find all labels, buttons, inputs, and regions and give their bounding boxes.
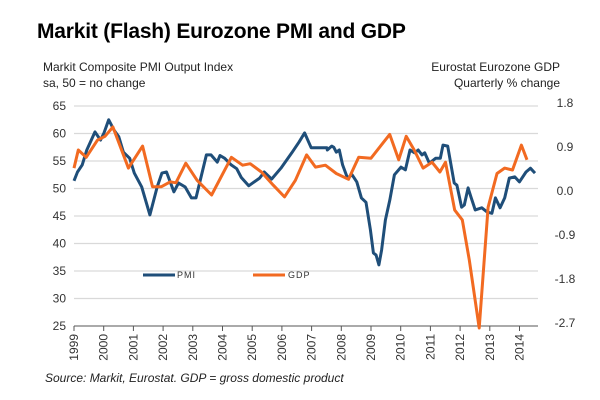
legend: PMI GDP bbox=[143, 270, 311, 280]
x-tick-label: 2002 bbox=[156, 334, 170, 361]
right-y-axis: 1.8 0.9 0.0 -0.9 -1.8 -2.7 bbox=[555, 96, 576, 330]
source-note: Source: Markit, Eurostat. GDP = gross do… bbox=[45, 371, 344, 385]
y2-tick-label: 0.0 bbox=[557, 184, 574, 198]
x-tick-label: 2013 bbox=[483, 334, 497, 361]
left-y-axis: 65 60 55 50 45 40 35 30 25 bbox=[53, 99, 67, 333]
x-tick-label: 2004 bbox=[216, 334, 230, 361]
y-tick-label: 65 bbox=[53, 99, 67, 113]
right-axis-title: Eurostat Eurozone GDP Quarterly % change bbox=[431, 59, 560, 91]
x-tick-label: 2011 bbox=[423, 334, 437, 360]
x-tick-label: 2005 bbox=[245, 334, 259, 361]
y-tick-label: 50 bbox=[53, 182, 67, 196]
left-axis-title: Markit Composite PMI Output Index sa, 50… bbox=[43, 59, 233, 91]
legend-pmi-label: PMI bbox=[177, 270, 196, 280]
x-tick-label: 2001 bbox=[126, 334, 140, 361]
x-tick-label: 2003 bbox=[186, 334, 200, 361]
y2-tick-label: 1.8 bbox=[557, 96, 574, 110]
y-tick-label: 55 bbox=[53, 154, 67, 168]
x-tick-label: 2008 bbox=[334, 334, 348, 361]
x-axis: 1999 2000 2001 2002 2003 2004 2005 2006 2007 2008… bbox=[67, 325, 538, 361]
y2-tick-label: 0.9 bbox=[557, 140, 574, 154]
x-tick-label: 2000 bbox=[97, 334, 111, 361]
series-line-pmi bbox=[72, 118, 537, 267]
chart-title: Markit (Flash) Eurozone PMI and GDP bbox=[37, 20, 406, 43]
y-tick-label: 45 bbox=[53, 209, 67, 223]
x-tick-label: 2010 bbox=[394, 334, 408, 361]
y2-tick-label: -1.8 bbox=[555, 272, 576, 286]
right-axis-title-line-1: Eurostat Eurozone GDP bbox=[431, 60, 560, 74]
y-tick-label: 35 bbox=[53, 264, 67, 278]
x-tick-label: 2014 bbox=[513, 334, 527, 361]
y-tick-label: 30 bbox=[53, 292, 67, 306]
left-axis-title-line-2: sa, 50 = no change bbox=[43, 76, 146, 90]
x-tick-label: 2006 bbox=[275, 334, 289, 361]
y-tick-label: 25 bbox=[53, 319, 67, 333]
x-tick-label: 1999 bbox=[67, 334, 81, 361]
y-tick-label: 40 bbox=[53, 237, 67, 251]
x-tick-label: 2007 bbox=[305, 334, 319, 361]
series-line-gdp bbox=[72, 125, 529, 330]
legend-gdp-label: GDP bbox=[288, 270, 311, 280]
x-tick-label: 2012 bbox=[453, 334, 467, 361]
left-axis-title-line-1: Markit Composite PMI Output Index bbox=[43, 60, 234, 74]
x-tick-label: 2009 bbox=[364, 334, 378, 361]
y2-tick-label: -2.7 bbox=[555, 316, 576, 330]
y2-tick-label: -0.9 bbox=[555, 228, 576, 242]
y-tick-label: 60 bbox=[53, 127, 67, 141]
series-group bbox=[72, 118, 537, 330]
right-axis-title-line-2: Quarterly % change bbox=[453, 76, 560, 90]
